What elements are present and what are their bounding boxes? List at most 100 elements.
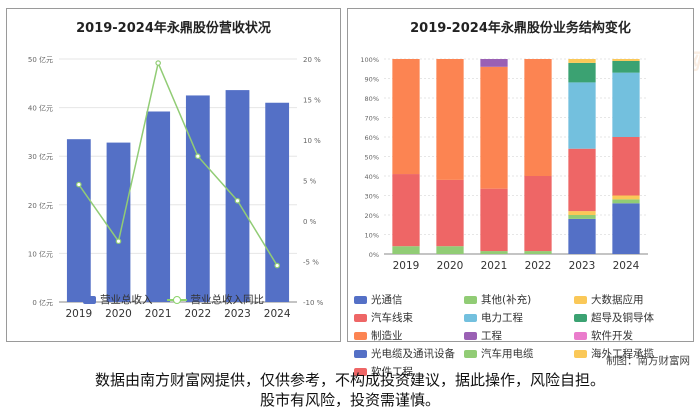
y-left-tick-label: 0 亿元 [32,298,53,307]
legend-item[interactable]: 超导及铜导体 [574,310,684,325]
legend-swatch [354,331,367,340]
stack-segment [392,59,420,175]
y-tick-label: 50% [365,154,379,162]
stack-segment [612,72,640,137]
stack-segment [568,59,596,63]
legend-item[interactable]: 海外工程承揽 [574,346,684,361]
stack-segment [568,148,596,212]
stack-segment [436,179,464,247]
stack-segment [392,246,420,254]
x-tick-label: 2022 [184,308,211,320]
legend-label: 光电缆及通讯设备 [371,348,455,360]
revenue-chart-panel: 2019-2024年永鼎股份营收状况 0 亿元 10 亿元 20 亿元 30 亿元 40… [6,8,341,342]
legend-item-revenue[interactable]: 营业总收入 [83,292,153,307]
legend-label: 软件开发 [591,330,633,342]
legend-swatch [354,313,367,322]
y-tick-label: 90% [365,76,379,84]
legend-label: 大数据应用 [591,294,644,306]
y-left-tick-label: 10 亿元 [28,249,53,258]
revenue-bar [265,102,290,303]
stack-segment [612,195,640,200]
y-right-tick-label: 0 % [303,218,317,226]
y-tick-label: 70% [365,115,379,123]
stack-segment [524,59,552,176]
stack-segment [436,246,464,254]
y-right-tick-label: -10 % [303,299,324,307]
business-structure-legend: 光通信 其他(补充) 大数据应用汽车线束 电力工程 超导及铜导体制造业 工程 软件开发光电缆… [348,292,693,379]
disclaimer-line-1: 数据由南方财富网提供，仅供参考，不构成投资建议，据此操作，风险自担。 [94,371,605,389]
stack-segment [568,218,596,254]
legend-label: 制造业 [371,330,403,342]
stack-segment [612,60,640,73]
stack-segment [568,211,596,215]
stack-segment [612,137,640,196]
legend-item[interactable]: 电力工程 [464,310,574,325]
revenue-bar [185,95,210,302]
x-tick-label: 2019 [65,308,92,320]
revenue-bar [225,90,250,302]
legend-item[interactable]: 汽车用电缆 [464,346,574,361]
revenue-yoy-point [274,262,280,269]
revenue-yoy-point [76,181,82,188]
revenue-yoy-line [78,60,278,266]
legend-label: 其他(补充) [481,294,532,306]
stack-segment [524,176,552,252]
legend-item-revenue-yoy[interactable]: 营业总收入同比 [166,292,265,307]
legend-swatch [354,349,367,358]
legend-label-revenue: 营业总收入 [100,294,153,306]
legend-swatch [464,313,477,322]
x-tick-label: 2023 [224,308,251,320]
x-tick-label: 2021 [481,260,508,272]
legend-item[interactable]: 工程 [464,328,574,343]
disclaimer-line-2: 股市有风险，投资需谨慎。 [259,391,440,409]
revenue-bar [106,142,131,302]
legend-label: 海外工程承揽 [591,348,654,360]
stack-segment [568,82,596,149]
business-structure-title: 2019-2024年永鼎股份业务结构变化 [410,21,631,36]
x-tick-label: 2020 [437,260,464,272]
x-tick-label: 2019 [393,260,420,272]
legend-item[interactable]: 大数据应用 [574,292,684,307]
revenue-yoy-point [234,197,241,204]
revenue-bar [146,111,171,302]
y-tick-label: 60% [365,134,379,142]
legend-swatch [574,313,587,322]
legend-item[interactable]: 光通信 [354,292,464,307]
legend-swatch-revenue-yoy [166,295,187,305]
legend-swatch [354,367,367,376]
legend-label: 软件工程 [371,366,413,378]
revenue-chart-legend: 营业总收入 营业总收入同比 [7,292,340,307]
legend-item[interactable]: 软件工程 [354,364,464,379]
x-tick-label: 2021 [145,308,172,320]
revenue-chart-title: 2019-2024年永鼎股份营收状况 [76,21,271,36]
stack-segment [612,199,640,204]
stack-segment [612,203,640,254]
legend-label: 超导及铜导体 [591,312,654,324]
y-right-tick-label: -5 % [303,259,319,267]
legend-label: 汽车用电缆 [481,348,534,360]
stack-segment [568,215,596,219]
x-tick-label: 2022 [525,260,552,272]
y-tick-label: 10% [365,232,379,240]
stack-segment [480,188,508,252]
legend-item[interactable]: 软件开发 [574,328,684,343]
legend-swatch [464,349,477,358]
legend-item[interactable]: 光电缆及通讯设备 [354,346,464,361]
stack-segment [612,59,640,61]
legend-swatch [354,295,367,304]
legend-item[interactable]: 汽车线束 [354,310,464,325]
y-right-tick-label: 15 % [303,97,321,105]
legend-item[interactable]: 其他(补充) [464,292,574,307]
revenue-yoy-point [155,60,161,66]
legend-label: 工程 [481,330,502,342]
legend-swatch [574,295,587,304]
y-right-tick-label: 5 % [303,178,317,186]
legend-label-revenue-yoy: 营业总收入同比 [190,294,265,306]
legend-swatch-revenue [83,295,96,304]
legend-item[interactable]: 制造业 [354,328,464,343]
legend-label: 电力工程 [481,312,523,324]
y-tick-label: 30% [365,193,379,201]
y-right-tick-label: 10 % [303,137,321,145]
y-left-tick-label: 20 亿元 [28,201,53,210]
disclaimer: 数据由南方财富网提供，仅供参考，不构成投资建议，据此操作，风险自担。 股市有风险… [0,370,700,410]
